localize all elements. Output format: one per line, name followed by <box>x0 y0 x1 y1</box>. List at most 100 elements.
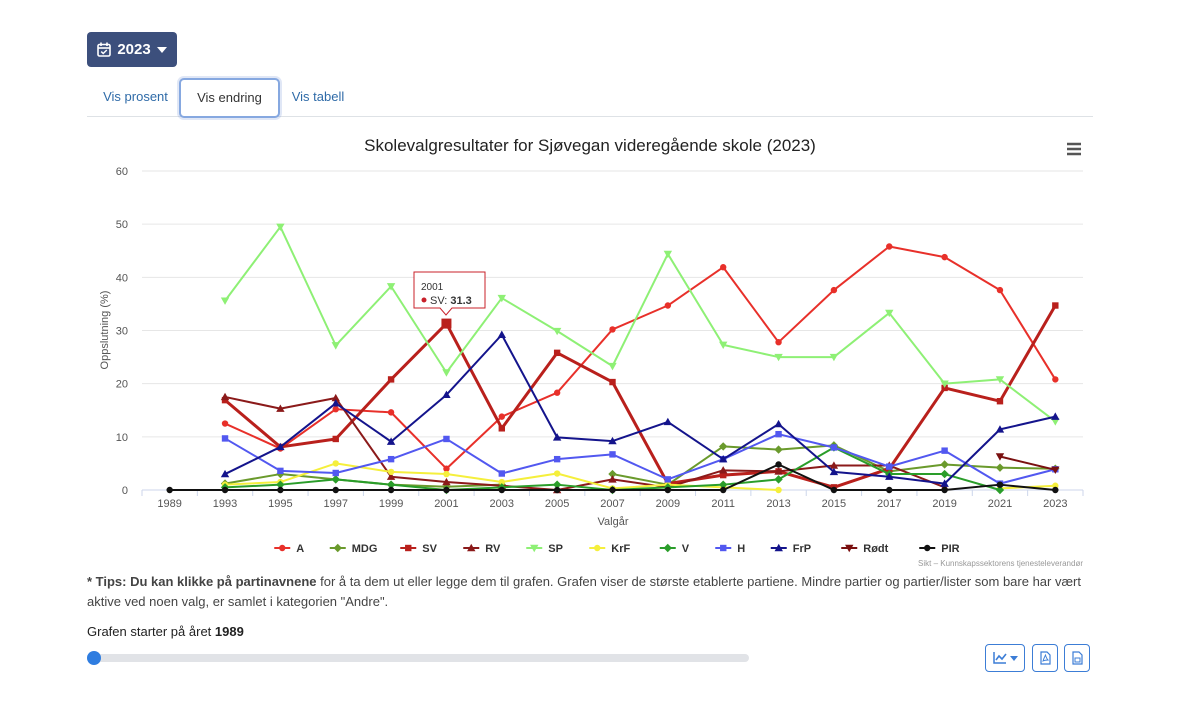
slider-label: Grafen starter på året <box>87 624 212 639</box>
data-point <box>277 467 284 475</box>
view-tabs: Vis prosent Vis endring Vis tabell <box>87 78 1093 118</box>
legend-item-frp[interactable]: FrP <box>770 543 811 555</box>
legend-marker <box>774 543 783 552</box>
legend-marker <box>333 543 342 553</box>
x-tick-label: 2003 <box>490 498 514 510</box>
data-point <box>221 486 229 494</box>
data-point <box>221 420 229 427</box>
data-point <box>829 353 839 362</box>
tips-body: for å ta dem ut eller legge dem til graf… <box>87 574 1081 609</box>
legend-marker <box>530 544 539 553</box>
data-point <box>774 445 783 454</box>
series-line <box>224 433 1056 485</box>
legend-label: V <box>682 543 690 555</box>
legend-item-sp[interactable]: SP <box>526 543 563 555</box>
legend-label: SP <box>548 543 563 555</box>
data-point <box>775 461 782 468</box>
caret-down-icon <box>1009 655 1018 661</box>
data-point <box>995 485 1005 495</box>
tab-vis-endring[interactable]: Vis endring <box>179 78 280 118</box>
data-point <box>940 460 949 469</box>
data-point <box>609 486 616 494</box>
legend-label: Rødt <box>863 543 888 555</box>
legend-label: A <box>296 543 304 555</box>
data-point <box>552 433 562 441</box>
data-point <box>719 480 728 489</box>
legend-item-rv[interactable]: RV <box>463 543 501 555</box>
svg-text:SV: 31.3: SV: 31.3 <box>430 295 472 307</box>
legend-item-krf[interactable]: KrF <box>589 543 630 555</box>
x-tick-label: 2015 <box>822 498 846 510</box>
series-rødt <box>995 453 1060 474</box>
data-point <box>1051 466 1060 474</box>
data-point <box>331 342 340 350</box>
data-point <box>442 369 451 377</box>
data-point <box>553 455 561 463</box>
line-chart-icon <box>992 652 1007 664</box>
data-point <box>553 470 561 477</box>
data-point <box>995 425 1005 433</box>
year-button-label: 2023 <box>117 41 151 58</box>
data-point <box>332 405 339 413</box>
chart-series <box>166 223 1060 495</box>
y-tick-label: 40 <box>116 272 128 284</box>
series-line <box>224 225 1056 423</box>
data-point <box>166 486 173 494</box>
data-point <box>608 362 617 371</box>
data-point <box>442 390 451 399</box>
data-point <box>719 466 728 474</box>
chart-title: Skolevalgresultater for Sjøvegan videreg… <box>364 136 816 155</box>
data-point <box>609 378 616 386</box>
data-point <box>331 393 340 402</box>
data-point <box>443 465 450 472</box>
caret-down-icon <box>156 46 167 53</box>
data-point <box>498 478 505 486</box>
legend-item-v[interactable]: V <box>659 543 690 555</box>
legend-marker <box>279 544 286 552</box>
legend-item-h[interactable]: H <box>715 543 745 555</box>
start-year-slider-handle[interactable] <box>87 651 101 665</box>
legend-label: PIR <box>941 543 959 555</box>
y-axis: 0 10 20 30 40 50 60 <box>116 166 128 497</box>
data-point <box>1051 412 1060 420</box>
x-tick-label: 1997 <box>323 498 347 510</box>
data-point <box>386 437 396 445</box>
data-point <box>220 297 230 305</box>
legend-item-pir[interactable]: PIR <box>919 543 960 555</box>
data-point <box>498 486 505 494</box>
data-point <box>664 302 672 309</box>
document-file-icon <box>1071 651 1083 665</box>
legend-marker <box>720 544 727 552</box>
data-point <box>276 404 285 412</box>
x-tick-label: 2023 <box>1043 498 1067 510</box>
export-document-button[interactable] <box>1064 644 1090 672</box>
legend-marker <box>405 544 412 552</box>
data-point <box>720 264 727 271</box>
data-point <box>276 223 285 232</box>
year-select-button[interactable]: 2023 <box>87 32 177 67</box>
legend-item-mdg[interactable]: MDG <box>329 543 378 555</box>
y-tick-label: 30 <box>116 326 128 338</box>
data-point <box>941 253 948 261</box>
hamburger-menu-icon[interactable] <box>1063 140 1085 158</box>
election-results-chart: Skolevalgresultater for Sjøvegan videreg… <box>99 136 1085 568</box>
tab-vis-prosent[interactable]: Vis prosent <box>103 89 168 104</box>
data-point <box>608 475 617 483</box>
legend-item-a[interactable]: A <box>274 543 304 555</box>
export-pdf-button[interactable] <box>1032 644 1058 672</box>
x-tick-label: 2021 <box>988 498 1012 510</box>
y-tick-label: 50 <box>116 219 128 231</box>
tooltip-value: 31.3 <box>450 295 471 307</box>
start-year-slider-track[interactable] <box>94 654 749 662</box>
chart-type-button[interactable] <box>985 644 1025 672</box>
legend-item-rødt[interactable]: Rødt <box>841 543 889 555</box>
data-point <box>995 376 1005 384</box>
series-line <box>999 455 1056 471</box>
data-point <box>664 486 672 494</box>
chart-legend: A MDG SV RV SP KrF V H FrP Rødt PIR <box>274 543 960 555</box>
tab-vis-tabell[interactable]: Vis tabell <box>291 89 345 104</box>
chart-tooltip: 2001 SV: 31.3 <box>413 271 486 316</box>
legend-item-sv[interactable]: SV <box>400 543 438 555</box>
x-tick-label: 1999 <box>379 498 403 510</box>
data-point <box>386 480 396 489</box>
